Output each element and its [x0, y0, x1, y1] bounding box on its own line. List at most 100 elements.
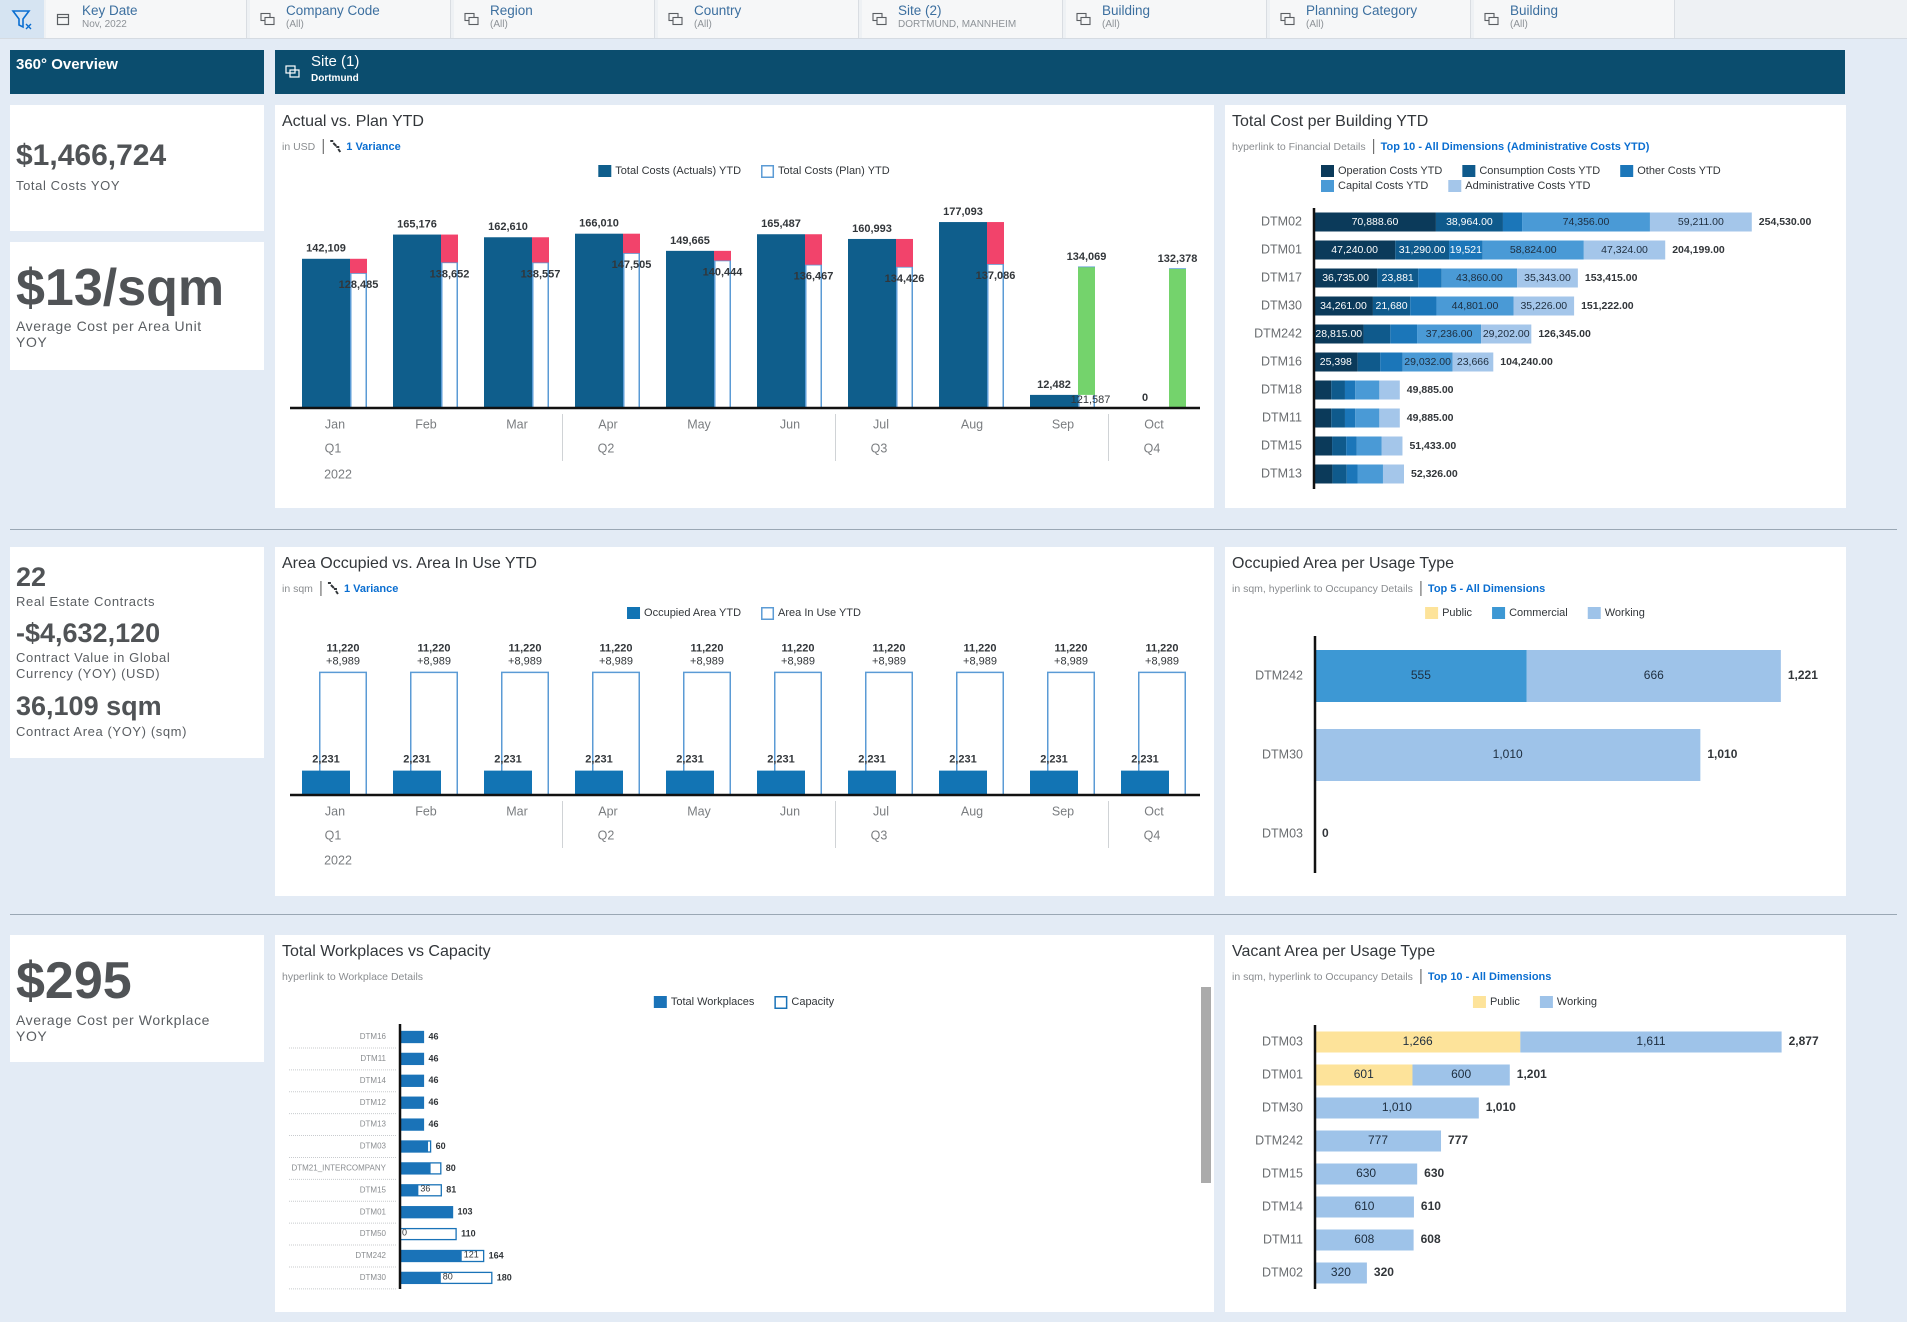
total-label: 49,885.00: [1407, 384, 1454, 396]
data-label: 1,266: [1403, 1034, 1433, 1048]
total-label: 151,222.00: [1581, 300, 1634, 312]
filter-chip[interactable]: Building (All): [1066, 0, 1267, 38]
chart-link[interactable]: Top 10 - All Dimensions: [1428, 971, 1551, 983]
quarter-label: Q2: [598, 441, 615, 455]
bar-segment: [1435, 212, 1503, 232]
separator: [10, 529, 1897, 530]
bar: [400, 1031, 424, 1043]
data-label: 136,467: [794, 271, 834, 283]
data-label: 138,557: [521, 268, 561, 280]
bar-segment: [1390, 324, 1418, 344]
filter-label: Building: [1510, 3, 1559, 18]
data-label: 11,220: [599, 642, 632, 654]
bar-segment: [1355, 408, 1380, 428]
data-label: 134,069: [1067, 251, 1107, 263]
legend-label: Administrative Costs YTD: [1465, 180, 1590, 192]
data-label: 138,652: [430, 268, 470, 280]
data-label: 666: [1644, 668, 1664, 682]
data-label: 777: [1368, 1133, 1388, 1147]
bar: [400, 1184, 419, 1196]
bar-segment: [1380, 352, 1403, 372]
data-label: 1,611: [1636, 1034, 1665, 1048]
x-tick-label: Mar: [506, 417, 528, 431]
data-label: 600: [1451, 1067, 1471, 1081]
y-tick-label: DTM18: [1261, 382, 1302, 396]
legend-item: Area In Use YTD: [761, 607, 861, 620]
kpi-card: $1,466,724 Total Costs YOY: [10, 105, 264, 231]
filter-chip[interactable]: Site (2) DORTMUND, MANNHEIM: [862, 0, 1063, 38]
x-tick-label: Jan: [325, 417, 345, 431]
bar: [484, 237, 532, 408]
site-title: Site (1): [311, 53, 360, 70]
filter-chip[interactable]: Region (All): [454, 0, 655, 38]
data-label: 142,109: [306, 243, 346, 255]
legend-swatch: [1539, 996, 1553, 1008]
y-tick-label: DTM50: [360, 1229, 387, 1238]
data-label: 19,521: [1450, 244, 1482, 256]
variance-label: +8,989: [326, 655, 360, 667]
filter-chip[interactable]: Building (All): [1474, 0, 1675, 38]
filter-label: Region: [490, 3, 533, 18]
chart-link[interactable]: 1 Variance: [344, 583, 398, 595]
legend-label: Total Costs (Actuals) YTD: [615, 165, 741, 177]
legend-swatch: [1472, 996, 1486, 1008]
variance-bar: [350, 258, 367, 274]
legend-item: Consumption Costs YTD: [1462, 165, 1600, 177]
y-tick-label: DTM15: [360, 1185, 387, 1194]
data-label: 46: [428, 1031, 438, 1041]
quarter-label: Q3: [871, 441, 888, 455]
scrollbar[interactable]: [1201, 987, 1211, 1183]
icon-part: [876, 16, 887, 26]
legend-label: Working: [1557, 996, 1597, 1008]
chart-link[interactable]: Top 5 - All Dimensions: [1428, 583, 1545, 595]
data-label: 29,202.00: [1483, 328, 1530, 340]
bar: [757, 234, 805, 408]
variance-label: +8,989: [599, 655, 633, 667]
chart-link[interactable]: 1 Variance: [346, 141, 400, 153]
filter-value: (All): [286, 19, 304, 30]
x-tick-label: Oct: [1144, 804, 1164, 818]
site-subtitle: Dortmund: [311, 73, 359, 84]
bar: [1030, 770, 1078, 795]
kpi-value: 36,109 sqm: [16, 691, 162, 721]
y-tick-label: DTM01: [1262, 1067, 1303, 1081]
quarter-label: Q1: [325, 441, 342, 455]
filter-chip[interactable]: Planning Category (All): [1270, 0, 1471, 38]
y-tick-label: DTM11: [1263, 1232, 1303, 1246]
bar-segment: [1379, 380, 1400, 400]
variance-bar: [805, 234, 822, 265]
bar-segment: [1395, 240, 1450, 260]
filter-toggle[interactable]: [0, 0, 44, 38]
y-tick-label: DTM30: [1262, 747, 1303, 761]
chart-card: Occupied Area per Usage Type in sqm, hype…: [1225, 547, 1846, 896]
total-label: 320: [1374, 1265, 1394, 1279]
chart-link[interactable]: Top 10 - All Dimensions (Administrative …: [1381, 141, 1650, 153]
data-label: 46: [428, 1053, 438, 1063]
filter-label: Site (2): [898, 3, 942, 18]
bar-segment: [1402, 352, 1453, 372]
legend: Public Working: [1472, 996, 1597, 1008]
data-label: 2,231: [494, 754, 522, 766]
filter-chip[interactable]: Key Date Nov, 2022: [46, 0, 247, 38]
legend: Occupied Area YTD Area In Use YTD: [627, 607, 861, 620]
variance-icon: [330, 140, 342, 153]
bar: [575, 233, 623, 408]
x-tick-label: Oct: [1144, 417, 1164, 431]
variance-label: +8,989: [1054, 655, 1088, 667]
filter-chip[interactable]: Country (All): [658, 0, 859, 38]
icon-part: [1284, 16, 1295, 26]
chart-title: Total Workplaces vs Capacity: [282, 943, 491, 960]
legend-label: Other Costs YTD: [1637, 165, 1721, 177]
total-label: 204,199.00: [1672, 244, 1725, 256]
filter-chip[interactable]: Company Code (All): [250, 0, 451, 38]
data-label: 21,680: [1376, 300, 1408, 312]
y-tick-label: DTM17: [1261, 270, 1302, 284]
data-label: 128,485: [339, 279, 379, 291]
bar-segment: [1449, 240, 1483, 260]
chart-card: Total Workplaces vs Capacity hyperlink to…: [275, 935, 1214, 1312]
total-label: 0: [1322, 826, 1329, 840]
legend: Total Costs (Actuals) YTD Total Costs (Pl…: [598, 165, 890, 178]
filter-value: (All): [1306, 19, 1324, 30]
kpi-value: $1,466,724: [16, 139, 167, 172]
